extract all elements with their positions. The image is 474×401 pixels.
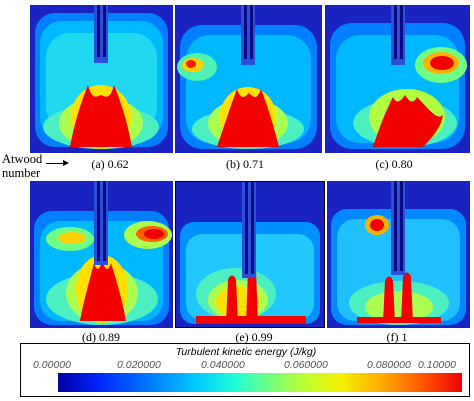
colorbar-tick: 0.10000 (418, 359, 456, 371)
colorbar-title: Turbulent kinetic energy (J/kg) (175, 346, 317, 358)
colorbar-tick: 0.00000 (33, 359, 71, 371)
side-label-line: Atwood (2, 152, 43, 166)
side-label-line: number (2, 166, 41, 180)
colorbar-legend: Turbulent kinetic energy (J/kg) 0.00000 … (20, 343, 470, 397)
colorbar-tick: 0.060000 (284, 359, 328, 371)
contour-panel-c (325, 5, 470, 153)
arrow-head (63, 160, 69, 166)
panel-caption: (b) 0.71 (226, 157, 264, 171)
arrow-line (46, 163, 64, 164)
panel-caption: (f) 1 (386, 330, 408, 344)
contour-panel-b (175, 5, 322, 153)
contour-panel-d (30, 181, 173, 328)
colorbar-tick: 0.020000 (117, 359, 161, 371)
panel-caption: (d) 0.89 (82, 330, 120, 344)
colorbar-tick: 0.040000 (201, 359, 245, 371)
panel-caption: (c) 0.80 (375, 157, 413, 171)
colorbar-gradient (58, 373, 462, 392)
contour-panel-a (30, 5, 173, 153)
contour-panel-e (175, 181, 325, 328)
panel-caption: (a) 0.62 (91, 157, 129, 171)
side-label: Atwood number (2, 152, 42, 180)
panel-caption: (e) 0.99 (235, 330, 273, 344)
contour-panel-f (327, 181, 470, 328)
colorbar-tick: 0.080000 (367, 359, 411, 371)
